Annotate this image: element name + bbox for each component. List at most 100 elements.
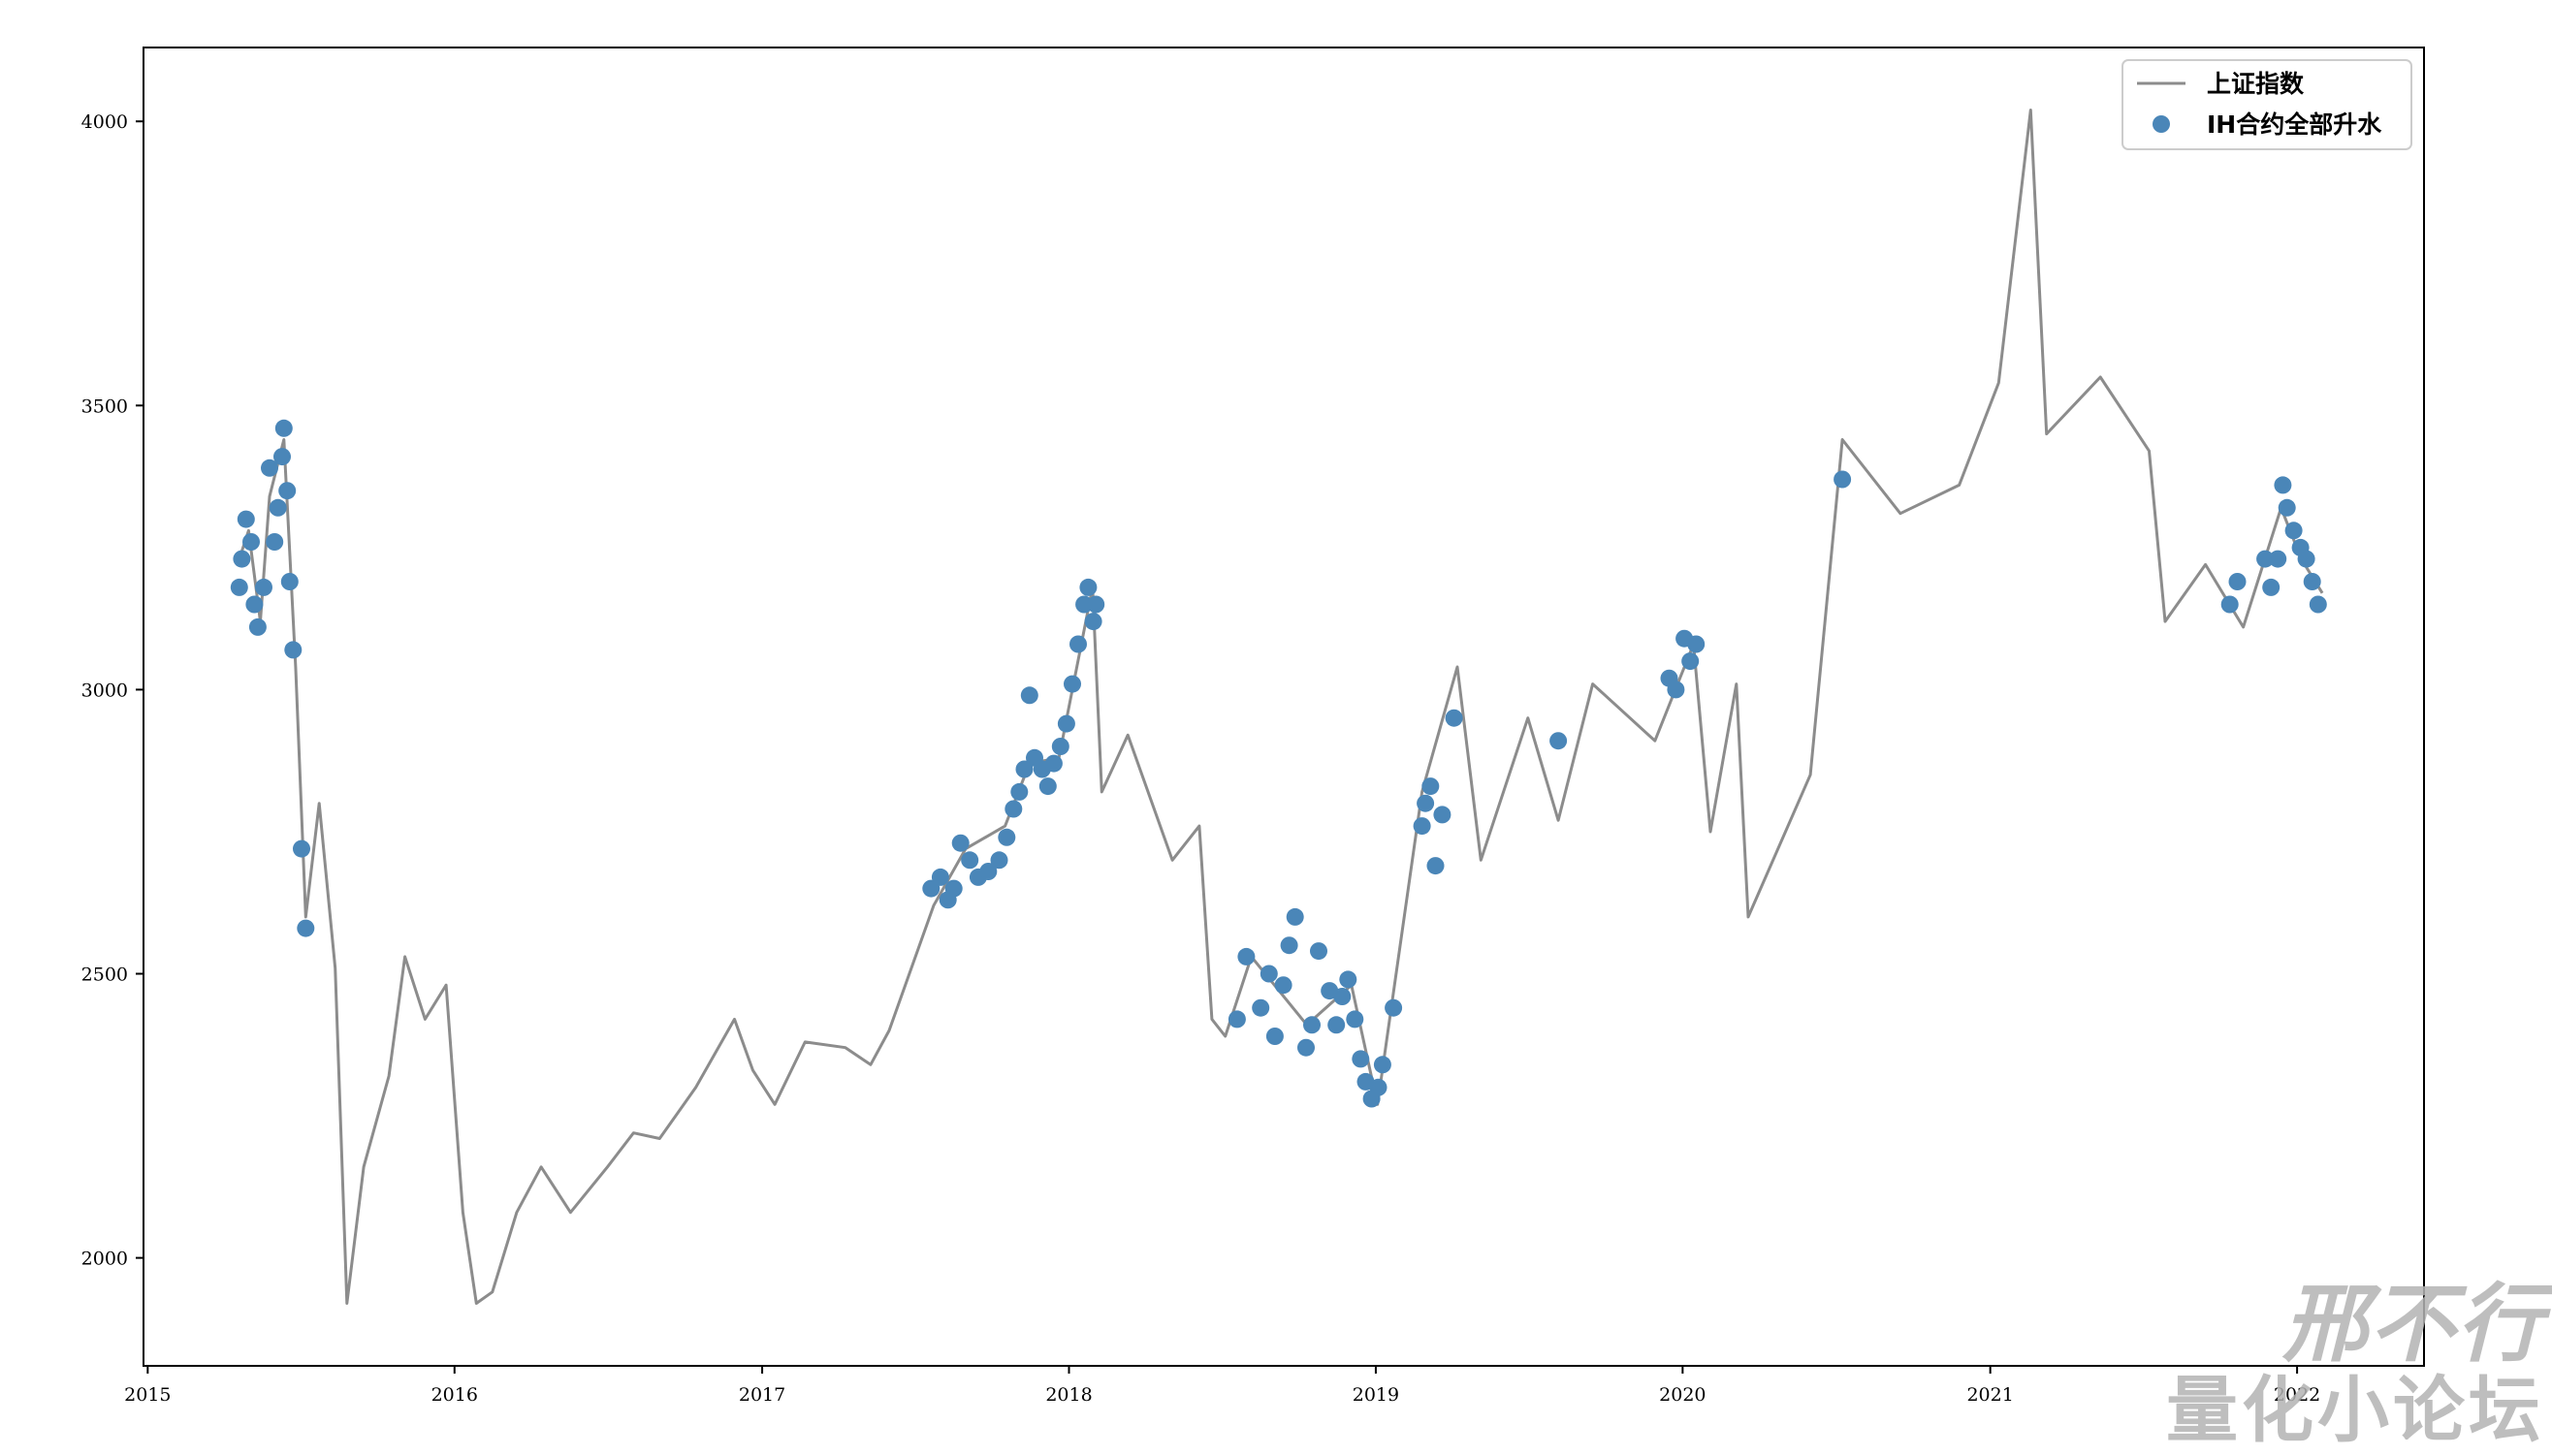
legend: 上证指数 IH合约全部升水 <box>2121 59 2412 150</box>
scatter-point <box>1079 578 1098 596</box>
scatter-point <box>2297 550 2315 568</box>
scatter-point <box>242 533 260 551</box>
legend-label-scatter: IH合约全部升水 <box>2207 111 2382 139</box>
scatter-point <box>2309 595 2327 614</box>
scatter-point <box>1020 686 1038 705</box>
legend-label-line: 上证指数 <box>2207 70 2305 98</box>
scatter-point <box>1005 800 1023 818</box>
scatter-point <box>1038 777 1057 796</box>
scatter-point <box>2278 498 2296 517</box>
scatter-point <box>990 851 1008 870</box>
plot-background <box>144 47 2424 1366</box>
legend-box <box>2121 59 2412 150</box>
scatter-point <box>931 868 949 886</box>
scatter-point <box>1333 988 1352 1005</box>
scatter-point <box>1069 635 1087 653</box>
scatter-point <box>2220 595 2239 614</box>
scatter-point <box>261 459 278 477</box>
scatter-point <box>269 498 287 517</box>
scatter-point <box>1237 947 1256 965</box>
scatter-point <box>1426 857 1445 875</box>
scatter-point <box>280 573 299 590</box>
x-tick-label: 2017 <box>739 1384 785 1406</box>
scatter-point <box>1303 1016 1321 1034</box>
scatter-point <box>255 578 272 596</box>
x-tick-label: 2019 <box>1353 1384 1399 1406</box>
scatter-point <box>230 578 248 596</box>
scatter-point <box>273 448 291 466</box>
scatter-point <box>1286 907 1304 926</box>
scatter-point <box>293 839 310 858</box>
scatter-point <box>1265 1028 1284 1045</box>
scatter-point <box>1260 965 1278 983</box>
scatter-point <box>979 863 998 880</box>
scatter-point <box>1252 998 1270 1017</box>
scatter-point <box>961 851 979 870</box>
scatter-point <box>266 533 284 551</box>
scatter-point <box>1280 936 1298 955</box>
scatter-point <box>2274 476 2292 494</box>
scatter-point <box>1413 817 1431 836</box>
scatter-point <box>2303 573 2321 590</box>
scatter-point <box>1339 970 1357 989</box>
scatter-point <box>1421 777 1440 796</box>
scatter-point <box>1369 1078 1388 1096</box>
scatter-point <box>1549 732 1568 750</box>
x-axis: 2015 2016 2017 2018 2019 2020 2021 2022 <box>124 1366 2320 1406</box>
scatter-point <box>2256 550 2275 568</box>
y-tick-label: 2000 <box>81 1249 128 1270</box>
y-tick-label: 4000 <box>81 111 128 133</box>
scatter-point <box>1010 782 1029 801</box>
plot-frame <box>143 47 2425 1367</box>
scatter-point <box>1433 806 1451 824</box>
series-line-shanghai-index <box>238 109 2324 1305</box>
scatter-point <box>1417 794 1435 812</box>
scatter-point <box>233 550 251 568</box>
y-axis: 2000 2500 3000 3500 4000 <box>81 111 144 1270</box>
scatter-point <box>1297 1038 1315 1057</box>
legend-scatter-swatch <box>2153 115 2170 133</box>
watermark-line1: 邢不行 <box>2281 1274 2544 1374</box>
scatter-point <box>1274 976 1292 995</box>
x-tick-label: 2018 <box>1045 1384 1092 1406</box>
x-tick-label: 2022 <box>2274 1384 2320 1406</box>
scatter-point <box>2269 550 2287 568</box>
scatter-point <box>1064 675 1081 693</box>
scatter-point <box>998 828 1016 846</box>
scatter-point <box>1681 652 1700 671</box>
line-series-layer <box>238 109 2324 1305</box>
scatter-series-layer <box>230 419 2327 1108</box>
scatter-point <box>951 834 970 852</box>
watermark-line2: 量化小论坛 <box>2166 1369 2544 1452</box>
scatter-point <box>2228 573 2247 590</box>
scatter-point <box>1346 1010 1364 1029</box>
scatter-point <box>1084 613 1102 631</box>
scatter-point <box>1310 942 1327 961</box>
y-tick-label: 2500 <box>81 965 128 986</box>
scatter-point <box>1087 595 1105 614</box>
scatter-point <box>274 419 293 437</box>
scatter-point <box>237 510 255 528</box>
scatter-point <box>1687 635 1706 653</box>
scatter-point <box>245 595 264 614</box>
y-tick-label: 3000 <box>81 680 128 701</box>
scatter-point <box>1373 1056 1391 1074</box>
scatter-point <box>1667 681 1685 699</box>
scatter-point <box>297 919 315 937</box>
x-tick-label: 2015 <box>124 1384 171 1406</box>
x-tick-label: 2020 <box>1659 1384 1706 1406</box>
scatter-point <box>2262 578 2281 596</box>
scatter-point <box>1445 709 1463 727</box>
x-tick-label: 2016 <box>431 1384 478 1406</box>
scatter-point <box>1051 738 1069 755</box>
scatter-point <box>1352 1050 1370 1068</box>
scatter-point <box>1834 470 1852 489</box>
scatter-point <box>1057 714 1075 733</box>
scatter-point <box>1044 754 1063 773</box>
scatter-point <box>1385 998 1403 1017</box>
scatter-point <box>944 879 963 898</box>
scatter-point <box>248 617 267 636</box>
scatter-point <box>2284 522 2303 540</box>
scatter-point <box>278 482 297 500</box>
